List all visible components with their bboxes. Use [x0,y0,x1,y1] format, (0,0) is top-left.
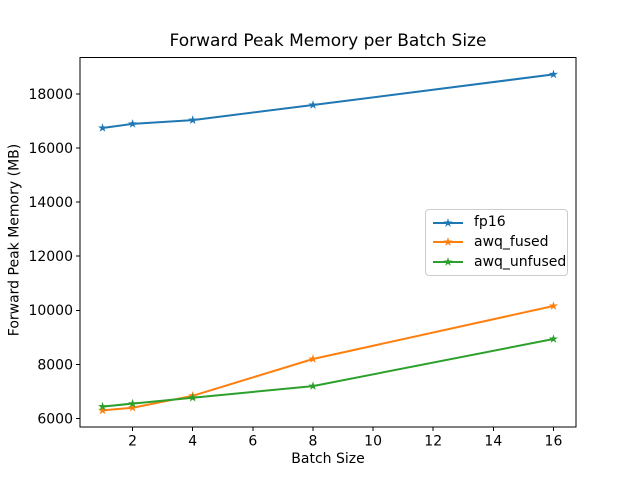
series-line-awq_fused [101,305,555,412]
series-marker-awq_fused [548,301,558,310]
y-tick-label: 14000 [28,195,73,211]
y-tick-label: 6000 [37,411,73,427]
series-marker-awq_fused [308,354,318,363]
x-axis-label: Batch Size [291,451,365,467]
series-marker-awq_fused [128,402,138,412]
series-marker-fp16 [128,119,138,128]
y-tick-label: 8000 [37,357,73,373]
x-tick-label: 4 [188,434,197,450]
series-marker-awq_unfused [308,381,318,390]
series-marker-awq_fused [98,405,108,415]
y-tick-label: 18000 [28,87,73,103]
star-icon [443,237,453,247]
legend-line-marker-sample [433,218,463,227]
x-tick-label: 14 [484,434,502,450]
legend-item-awq-fused: awq_fused [432,234,561,251]
legend-line-marker-sample [433,257,463,267]
star-icon [443,257,453,267]
series-marker-fp16 [308,100,318,109]
legend-line-marker-sample [433,237,463,247]
series-marker-awq_unfused [548,334,558,343]
series-marker-awq_unfused [98,401,108,411]
plot-border [79,57,577,428]
legend-item-awq-unfused: awq_unfused [432,254,566,271]
x-tick-label: 16 [545,434,563,450]
legend: fp16 awq_fused awq_unfused [425,209,568,276]
x-tick-label: 6 [248,434,257,450]
chart-title: Forward Peak Memory per Batch Size [169,31,487,51]
series-line-awq_unfused [101,338,555,408]
legend-label: awq_unfused [474,253,567,270]
x-tick-label: 2 [128,434,137,450]
y-tick-label: 10000 [28,303,73,319]
x-tick-label: 10 [364,434,382,450]
series-marker-fp16 [548,69,558,79]
x-tick-label: 8 [309,434,318,450]
series-marker-awq_unfused [188,392,198,402]
series-marker-fp16 [98,123,108,132]
legend-label: awq_fused [474,233,549,250]
legend-item-fp16: fp16 [432,214,561,231]
series-marker-awq_unfused [128,398,138,408]
x-tick-label: 12 [424,434,442,450]
y-tick-label: 16000 [28,141,73,157]
series-line-fp16 [101,73,555,129]
y-tick-label: 12000 [28,249,73,265]
star-icon [443,218,453,227]
legend-label: fp16 [474,214,506,231]
series-marker-fp16 [188,115,198,124]
